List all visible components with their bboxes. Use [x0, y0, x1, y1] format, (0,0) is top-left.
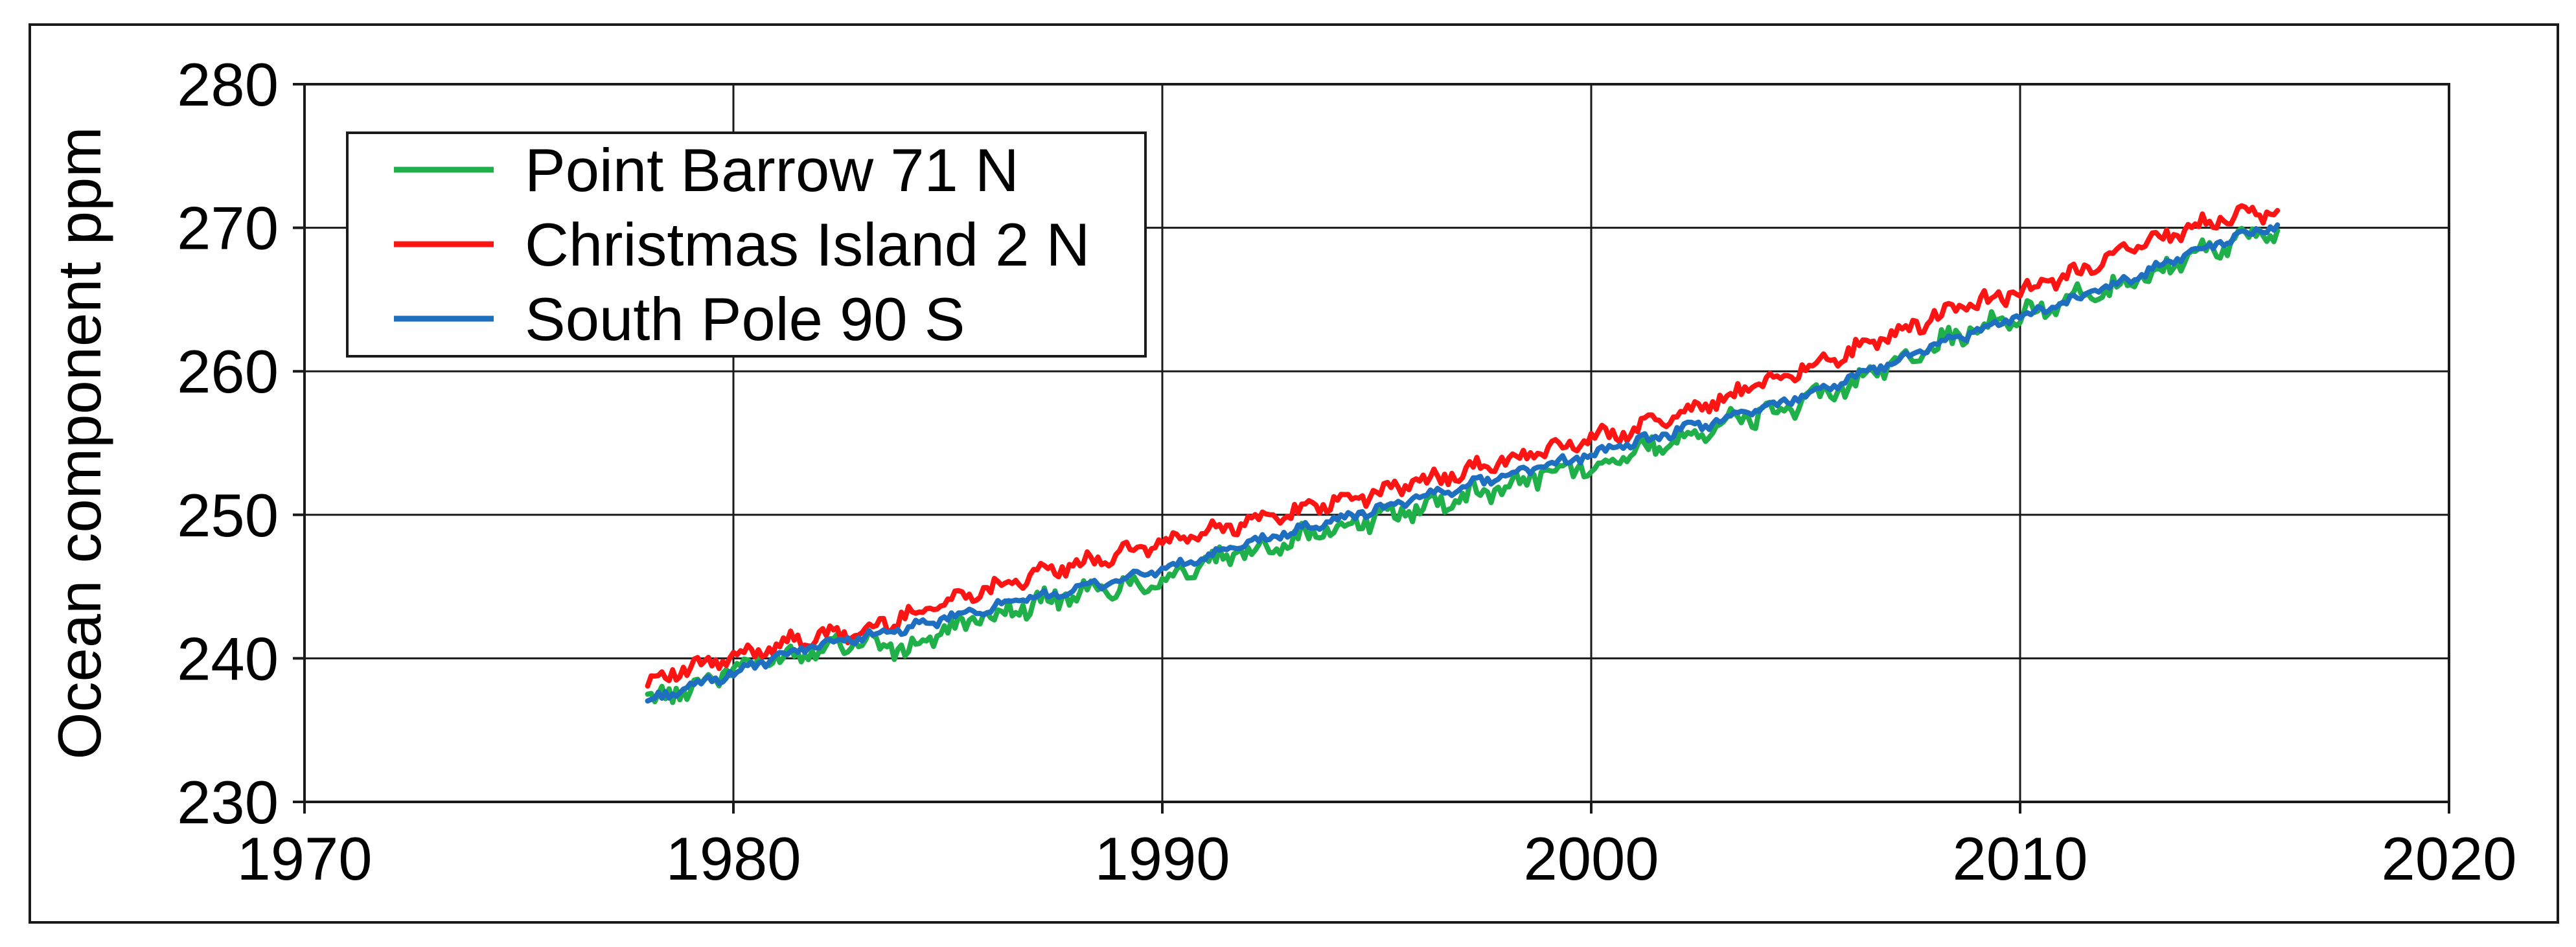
data-point: [1762, 381, 1764, 382]
data-point: [1934, 316, 1935, 317]
x-tick-label: 1980: [665, 825, 801, 893]
series-1: [645, 203, 2281, 689]
data-point: [1633, 428, 1635, 429]
data-point: [1333, 520, 1335, 521]
x-tick-label: 2020: [2381, 825, 2516, 893]
y-tick-label: 260: [177, 337, 279, 405]
data-point: [2019, 291, 2021, 293]
data-point: [733, 672, 734, 674]
data-point: [647, 679, 649, 681]
y-tick-label: 280: [177, 51, 279, 119]
data-point: [2191, 227, 2192, 229]
x-tick-label: 2000: [1523, 825, 1659, 893]
data-point: [1162, 569, 1163, 570]
y-tick-label: 230: [177, 768, 279, 836]
data-point: [1848, 385, 1849, 386]
data-point: [1505, 460, 1506, 461]
data-point: [1762, 408, 1764, 409]
data-point: [733, 657, 734, 659]
data-point: [1033, 597, 1034, 599]
data-point: [1591, 454, 1592, 455]
x-tick-label: 2010: [1952, 825, 2087, 893]
data-point: [818, 643, 820, 645]
data-point: [1633, 442, 1635, 444]
data-point: [647, 701, 649, 702]
data-point: [947, 600, 949, 602]
legend: Point Barrow 71 N Christmas Island 2 NSou…: [346, 131, 1147, 358]
data-point: [1076, 593, 1077, 595]
data-point: [904, 650, 906, 652]
x-tick-label: 1970: [236, 825, 372, 893]
series-line: [645, 203, 2281, 689]
data-point: [1762, 414, 1764, 415]
y-tick-label: 270: [177, 194, 279, 262]
data-point: [947, 617, 949, 619]
data-point: [1934, 345, 1935, 346]
data-point: [1505, 474, 1506, 475]
data-point: [776, 643, 777, 645]
x-tick-label: 1990: [1094, 825, 1230, 893]
data-point: [1119, 586, 1120, 588]
legend-label: Point Barrow 71 N: [525, 136, 1019, 204]
y-tick-label: 250: [177, 481, 279, 549]
data-point: [1891, 335, 1892, 336]
data-point: [2019, 316, 2021, 317]
legend-label: South Pole 90 S: [525, 285, 965, 353]
y-tick-label: 240: [177, 624, 279, 692]
series-2: [645, 222, 2281, 704]
data-point: [1333, 503, 1335, 504]
y-axis-title: Ocean component ppm: [45, 126, 113, 759]
data-point: [1891, 362, 1892, 363]
data-point: [1162, 579, 1163, 580]
series-lines: [645, 203, 2281, 705]
legend-label: Christmas Island 2 N: [525, 211, 1090, 279]
data-point: [1076, 589, 1077, 590]
data-point: [2191, 256, 2192, 257]
data-point: [1162, 543, 1163, 544]
data-point: [2191, 251, 2192, 253]
data-point: [2062, 277, 2064, 279]
series-line: [645, 222, 2281, 704]
data-point: [1119, 553, 1120, 554]
data-point: [1591, 464, 1592, 465]
axis-ticks: 1970 1980 1990 2000 2010 2020 230 240 250 260 270 2…: [177, 51, 2516, 893]
data-point: [1848, 352, 1849, 353]
data-point: [1119, 579, 1120, 580]
data-point: [776, 657, 777, 659]
plot-area: [303, 83, 2450, 803]
